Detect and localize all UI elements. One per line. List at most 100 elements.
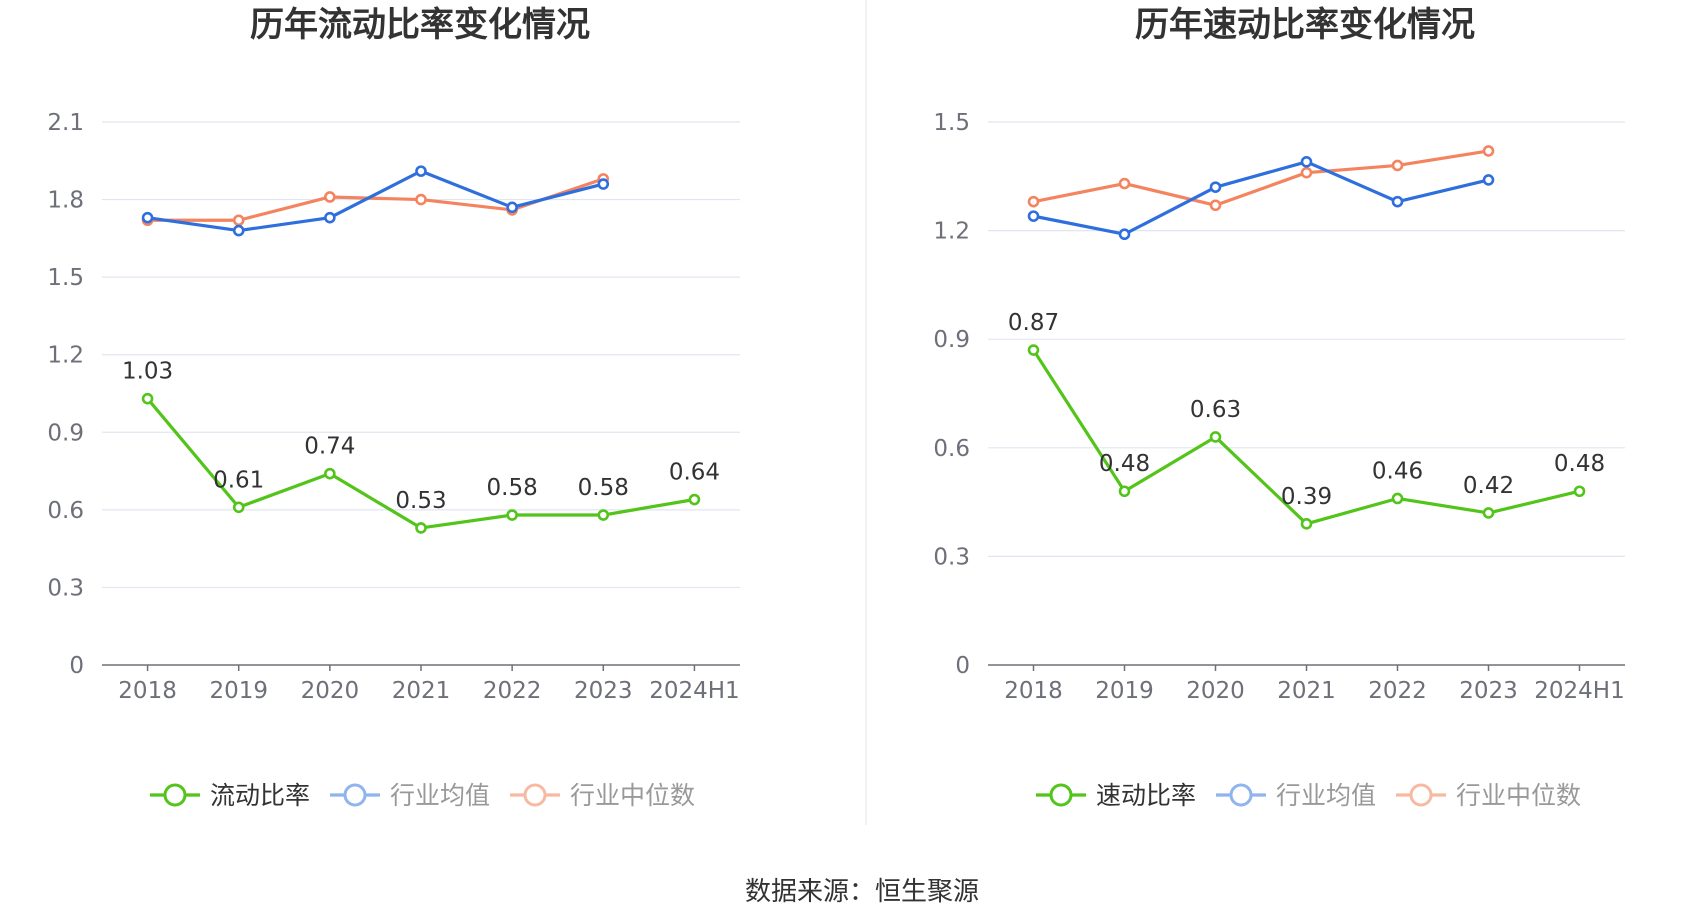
x-tick-label: 2018 <box>1004 678 1063 704</box>
data-point[interactable] <box>1482 507 1495 519</box>
y-tick-label: 1.5 <box>933 110 970 136</box>
legend-item[interactable]: 行业中位数 <box>1396 781 1581 810</box>
data-point[interactable] <box>1573 485 1586 498</box>
data-point[interactable] <box>1391 492 1404 505</box>
x-tick-label: 2018 <box>118 678 177 704</box>
legend-label: 流动比率 <box>210 781 310 810</box>
legend-marker <box>1409 783 1433 807</box>
x-tick-label: 2021 <box>392 678 451 704</box>
legend-marker <box>523 783 547 807</box>
chart-title: 历年速动比率变化情况 <box>1135 5 1475 45</box>
data-point[interactable] <box>141 392 154 405</box>
data-point[interactable] <box>506 509 518 521</box>
legend-item[interactable]: 行业中位数 <box>510 781 695 810</box>
data-label: 0.64 <box>669 460 720 486</box>
x-tick-label: 2022 <box>483 678 542 704</box>
data-point[interactable] <box>1027 210 1040 222</box>
data-point[interactable] <box>1391 195 1404 208</box>
data-label: 0.48 <box>1554 451 1605 477</box>
x-tick-label: 2023 <box>574 678 633 704</box>
data-point[interactable] <box>597 178 610 190</box>
x-tick-label: 2023 <box>1459 678 1518 704</box>
data-point[interactable] <box>688 493 701 506</box>
x-tick-label: 2024H1 <box>1534 678 1624 704</box>
data-label: 0.61 <box>213 467 264 493</box>
data-label: 0.46 <box>1372 458 1423 484</box>
y-tick-label: 0 <box>69 653 84 679</box>
data-point[interactable] <box>506 201 518 214</box>
x-tick-label: 2022 <box>1368 678 1427 704</box>
data-point[interactable] <box>1027 344 1040 356</box>
data-point[interactable] <box>324 211 336 224</box>
data-point[interactable] <box>232 214 245 227</box>
chart-title: 历年流动比率变化情况 <box>250 5 590 45</box>
data-point[interactable] <box>1391 159 1404 172</box>
y-tick-label: 1.2 <box>47 343 84 369</box>
data-point[interactable] <box>1300 156 1313 168</box>
data-point[interactable] <box>324 467 336 480</box>
legend-label: 行业中位数 <box>1456 781 1581 810</box>
data-label: 0.87 <box>1008 310 1059 336</box>
legend-item[interactable]: 速动比率 <box>1036 781 1196 810</box>
data-point[interactable] <box>415 193 427 206</box>
data-point[interactable] <box>1118 485 1131 498</box>
data-point[interactable] <box>141 211 154 224</box>
y-tick-label: 2.1 <box>47 110 84 136</box>
data-point[interactable] <box>1209 181 1222 193</box>
data-point[interactable] <box>324 191 336 203</box>
data-source: 数据来源：恒生聚源 <box>745 877 979 907</box>
data-label: 0.74 <box>304 434 355 460</box>
y-tick-label: 0 <box>955 653 970 679</box>
legend-marker <box>1229 783 1253 807</box>
data-label: 1.03 <box>122 359 173 385</box>
legend-label: 行业中位数 <box>570 781 695 810</box>
legend-marker <box>343 783 367 807</box>
data-point[interactable] <box>1027 195 1040 208</box>
y-tick-label: 0.9 <box>47 420 84 446</box>
data-label: 0.42 <box>1463 473 1514 499</box>
chart-quick-ratio: 历年速动比率变化情况 0 0.3 0.6 0.9 1.2 1.5 2018 2019 2020 20… <box>933 5 1625 810</box>
data-label: 0.58 <box>487 475 538 501</box>
data-point[interactable] <box>1300 166 1313 179</box>
data-point[interactable] <box>1118 228 1131 241</box>
legend-marker <box>163 783 187 807</box>
series-line <box>1033 160 1489 236</box>
x-tick-label: 2021 <box>1277 678 1336 704</box>
legend-item[interactable]: 流动比率 <box>150 781 310 810</box>
y-tick-label: 0.6 <box>933 436 970 462</box>
data-point[interactable] <box>232 501 245 514</box>
data-point[interactable] <box>1209 199 1222 212</box>
x-tick-label: 2020 <box>301 678 360 704</box>
legend-label: 行业均值 <box>390 781 490 810</box>
data-point[interactable] <box>415 522 427 534</box>
data-label: 0.63 <box>1190 397 1241 423</box>
legend-marker <box>1049 783 1073 807</box>
y-tick-label: 0.3 <box>933 544 970 570</box>
y-tick-label: 1.5 <box>47 265 84 291</box>
data-label: 0.48 <box>1099 451 1150 477</box>
y-tick-label: 0.9 <box>933 327 970 353</box>
data-point[interactable] <box>597 509 610 521</box>
data-point[interactable] <box>1118 177 1131 190</box>
legend-item[interactable]: 行业均值 <box>330 781 490 810</box>
y-tick-label: 1.8 <box>47 188 84 214</box>
series-line <box>147 169 604 233</box>
data-point[interactable] <box>415 165 427 177</box>
y-tick-label: 1.2 <box>933 219 970 245</box>
data-point[interactable] <box>1482 145 1495 157</box>
series-line <box>1033 149 1489 207</box>
data-label: 0.58 <box>578 475 629 501</box>
legend-item[interactable]: 行业均值 <box>1216 781 1376 810</box>
x-tick-label: 2020 <box>1186 678 1245 704</box>
data-point[interactable] <box>1209 431 1222 443</box>
legend-label: 速动比率 <box>1096 781 1196 810</box>
data-label: 0.53 <box>395 488 446 514</box>
data-point[interactable] <box>1300 518 1313 530</box>
data-point[interactable] <box>232 224 245 237</box>
data-label: 0.39 <box>1281 484 1332 510</box>
y-tick-label: 0.6 <box>47 498 84 524</box>
legend-label: 行业均值 <box>1276 781 1376 810</box>
y-tick-label: 0.3 <box>47 575 84 601</box>
data-point[interactable] <box>1482 174 1495 186</box>
